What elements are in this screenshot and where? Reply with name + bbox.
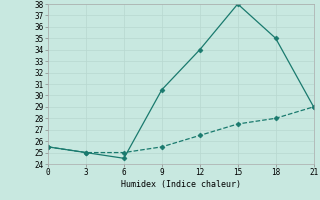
X-axis label: Humidex (Indice chaleur): Humidex (Indice chaleur): [121, 180, 241, 189]
